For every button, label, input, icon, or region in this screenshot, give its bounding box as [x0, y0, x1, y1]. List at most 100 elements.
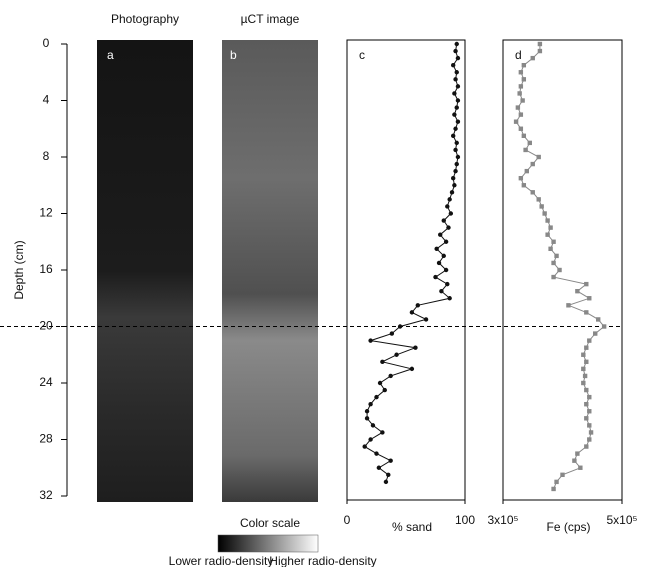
data-point [383, 388, 387, 392]
color-scale [218, 535, 318, 552]
data-point [410, 367, 414, 371]
y-tick-label: 0 [43, 36, 50, 50]
data-point [390, 331, 394, 335]
data-point [519, 127, 523, 131]
data-point [538, 49, 542, 53]
x-tick-label: 100 [455, 513, 475, 527]
data-point [455, 105, 459, 109]
data-point [522, 77, 526, 81]
y-tick-label: 28 [39, 432, 53, 446]
data-point [452, 183, 456, 187]
data-point [596, 317, 600, 321]
data-point [514, 119, 518, 123]
data-point [519, 176, 523, 180]
image-title: Photography [111, 12, 179, 26]
data-point [455, 42, 459, 46]
y-tick-label: 20 [39, 319, 53, 333]
data-point [365, 409, 369, 413]
ct-image [222, 40, 318, 502]
data-line [365, 44, 458, 482]
data-point [451, 63, 455, 67]
data-point [578, 466, 582, 470]
data-point [452, 112, 456, 116]
data-point [455, 141, 459, 145]
data-point [384, 480, 388, 484]
data-point [388, 374, 392, 378]
y-axis-label: Depth (cm) [12, 240, 26, 299]
data-point [593, 331, 597, 335]
data-point [410, 310, 414, 314]
data-point [548, 225, 552, 229]
data-point [444, 240, 448, 244]
data-point [522, 63, 526, 67]
data-point [581, 367, 585, 371]
data-point [542, 211, 546, 215]
x-tick-label: 3x10⁵ [488, 513, 519, 527]
data-point [572, 458, 576, 462]
data-point [584, 444, 588, 448]
data-point [531, 190, 535, 194]
data-point [438, 232, 442, 236]
data-point [437, 261, 441, 265]
data-point [554, 480, 558, 484]
data-point [587, 437, 591, 441]
data-point [520, 98, 524, 102]
data-point [455, 162, 459, 166]
data-point [583, 374, 587, 378]
data-point [587, 296, 591, 300]
data-point [447, 296, 451, 300]
data-point [551, 240, 555, 244]
data-point [442, 254, 446, 258]
data-point [453, 49, 457, 53]
data-point [365, 416, 369, 420]
data-point [445, 204, 449, 208]
data-point [522, 134, 526, 138]
data-point [447, 197, 451, 201]
data-point [368, 338, 372, 342]
data-point [584, 310, 588, 314]
data-point [377, 466, 381, 470]
data-point [537, 197, 541, 201]
data-point [538, 42, 542, 46]
data-point [380, 430, 384, 434]
data-point [368, 437, 372, 441]
data-point [551, 275, 555, 279]
data-point [374, 451, 378, 455]
data-point [531, 56, 535, 60]
panel-label: d [515, 48, 522, 62]
data-point [587, 409, 591, 413]
data-point [551, 487, 555, 491]
data-point [398, 324, 402, 328]
data-point [531, 162, 535, 166]
data-point [424, 317, 428, 321]
data-point [519, 112, 523, 116]
data-point [444, 268, 448, 272]
data-point [528, 141, 532, 145]
data-point [560, 473, 564, 477]
data-point [442, 218, 446, 222]
data-point [539, 204, 543, 208]
data-point [456, 155, 460, 159]
data-point [455, 70, 459, 74]
data-point [519, 84, 523, 88]
data-point [575, 289, 579, 293]
data-point [584, 388, 588, 392]
data-point [371, 423, 375, 427]
data-point [456, 98, 460, 102]
data-point [587, 338, 591, 342]
x-tick-label: 5x10⁵ [607, 513, 638, 527]
y-tick-label: 8 [43, 149, 50, 163]
data-point [584, 282, 588, 286]
data-point [413, 345, 417, 349]
data-point [519, 70, 523, 74]
panel-label: c [359, 48, 365, 62]
data-point [380, 360, 384, 364]
data-point [439, 289, 443, 293]
data-point [581, 381, 585, 385]
data-point [584, 360, 588, 364]
data-point [386, 473, 390, 477]
figure: Photography µCT image a b Color scale Lo… [0, 0, 649, 567]
y-tick-label: 16 [39, 262, 53, 276]
data-point [456, 84, 460, 88]
data-point [545, 218, 549, 222]
